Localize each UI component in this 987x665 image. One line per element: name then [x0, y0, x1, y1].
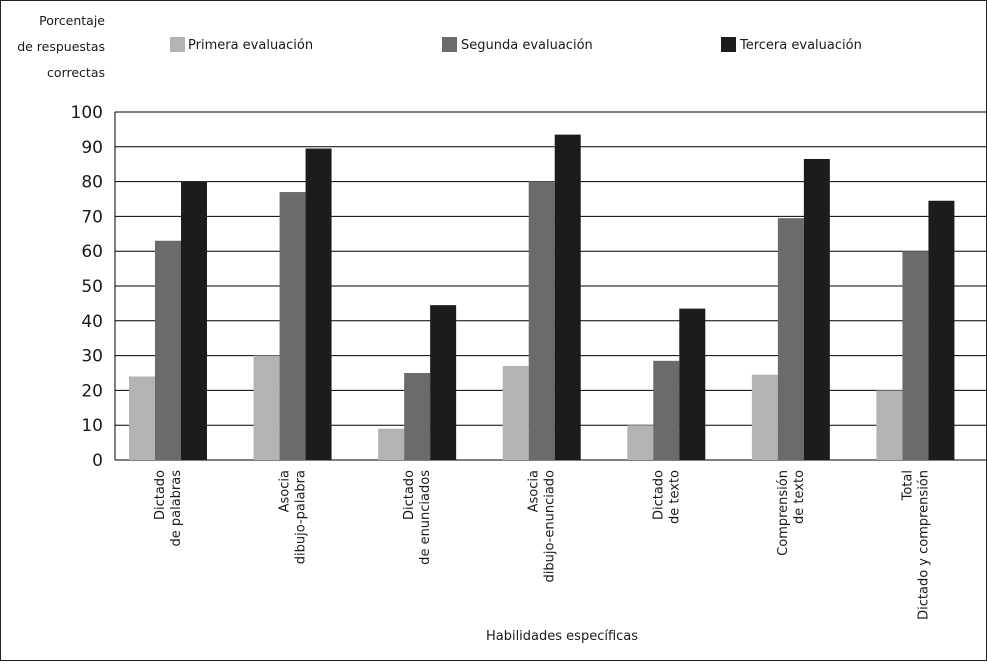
- y-tick-label: 60: [81, 242, 103, 262]
- y-tick-label: 90: [81, 138, 103, 158]
- bar: [803, 158, 830, 461]
- y-axis-label-line-2: de respuestas: [17, 39, 105, 54]
- bar: [627, 425, 654, 460]
- x-tick-label-line: Dictado y comprensión: [916, 470, 931, 620]
- bar: [876, 390, 903, 460]
- bar: [679, 308, 706, 460]
- x-tick-label-line: Asocia: [278, 470, 293, 512]
- x-axis-label: Habilidades específicas: [486, 629, 638, 644]
- x-tick-label: Dictado de enunciados: [402, 470, 433, 565]
- y-tick-label: 70: [81, 207, 103, 227]
- legend-swatch-primera: [170, 37, 185, 52]
- x-tick-labels: Dictado de palabras Asocia dibujo-palabra Di…: [153, 470, 931, 620]
- y-tick-label: 30: [81, 347, 103, 367]
- legend-label-tercera: Tercera evaluación: [739, 38, 862, 53]
- x-tick-label-line: Comprensión: [776, 470, 791, 556]
- bar: [430, 305, 457, 460]
- x-tick-label-line: Asocia: [527, 470, 542, 512]
- bar: [253, 355, 280, 460]
- bars: [129, 134, 955, 461]
- bar: [777, 218, 804, 460]
- x-tick-label-line: Total: [900, 470, 915, 501]
- bar: [528, 181, 555, 460]
- y-tick-label: 50: [81, 277, 103, 297]
- bar: [155, 240, 181, 460]
- x-tick-label-line: de texto: [667, 470, 682, 524]
- bar: [502, 366, 529, 460]
- legend-swatch-tercera: [721, 37, 736, 52]
- y-tick-label: 40: [81, 312, 103, 332]
- bar: [129, 376, 155, 460]
- legend-label-primera: Primera evaluación: [188, 38, 313, 53]
- bar: [305, 148, 332, 461]
- x-tick-label: Total Dictado y comprensión: [900, 470, 931, 620]
- legend-label-segunda: Segunda evaluación: [461, 38, 593, 53]
- y-tick-label: 10: [81, 416, 103, 436]
- legend-swatch-segunda: [442, 37, 457, 52]
- x-tick-label: Asocia dibujo-palabra: [278, 470, 309, 564]
- x-tick-label-line: Dictado: [153, 470, 168, 520]
- y-axis-label: Porcentaje de respuestas correctas: [17, 13, 105, 80]
- x-tick-label-line: Dictado: [651, 470, 666, 520]
- bar: [653, 360, 680, 460]
- y-tick-label: 100: [71, 103, 103, 123]
- x-tick-label-line: de texto: [792, 470, 807, 524]
- bar: [378, 428, 405, 460]
- bar: [751, 374, 778, 460]
- legend: Primera evaluación Segunda evaluación Te…: [170, 37, 862, 53]
- y-tick-label: 0: [92, 451, 103, 471]
- y-tick-labels: 0 10 20 30 40 50 60 70 80 90 100: [71, 103, 103, 471]
- bar: [902, 251, 929, 460]
- bar: [554, 134, 581, 460]
- x-tick-label: Asocia dibujo-enunciado: [527, 470, 558, 583]
- y-tick-label: 20: [81, 381, 103, 401]
- bar: [181, 181, 207, 460]
- y-axis-label-line-3: correctas: [47, 65, 105, 80]
- x-tick-label-line: dibujo-palabra: [294, 470, 309, 564]
- bar: [279, 192, 306, 461]
- x-tick-label: Dictado de palabras: [153, 470, 184, 547]
- x-tick-label-line: Dictado: [402, 470, 417, 520]
- y-axis-label-line-1: Porcentaje: [39, 13, 105, 28]
- x-tick-label-line: dibujo-enunciado: [543, 470, 558, 583]
- x-tick-label-line: de enunciados: [418, 470, 433, 565]
- y-tick-label: 80: [81, 173, 103, 193]
- x-tick-label: Dictado de texto: [651, 470, 682, 524]
- bar: [928, 200, 955, 461]
- x-tick-label-line: de palabras: [169, 470, 184, 547]
- bar: [404, 373, 431, 460]
- x-tick-label: Comprensión de texto: [776, 470, 807, 556]
